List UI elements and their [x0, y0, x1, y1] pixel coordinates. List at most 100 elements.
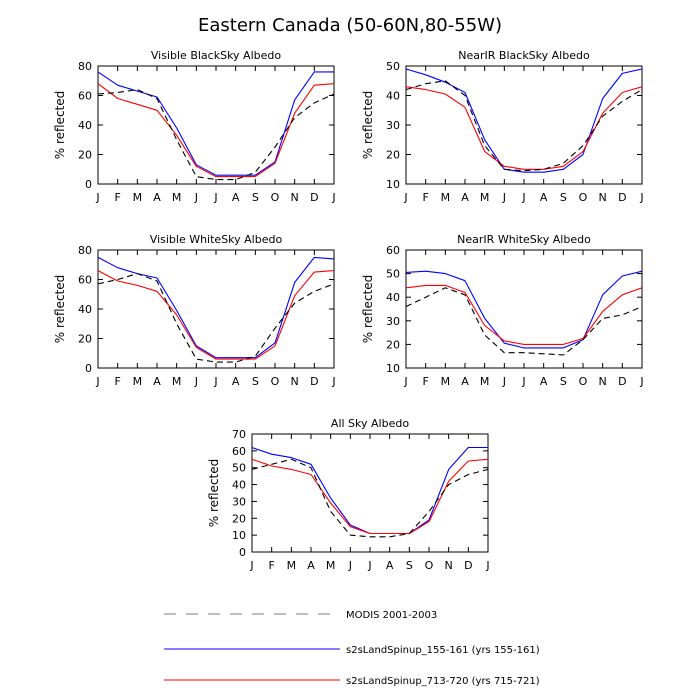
- y-tick-label: 30: [232, 495, 246, 508]
- y-tick-label: 60: [386, 244, 400, 257]
- x-tick-label: N: [599, 375, 607, 388]
- y-tick-label: 40: [386, 90, 400, 103]
- series-line-run2: [97, 83, 335, 178]
- series-line-run1: [97, 256, 335, 359]
- y-axis-label: % reflected: [361, 91, 375, 160]
- y-tick-label: 30: [386, 315, 400, 328]
- x-tick-label: F: [115, 375, 121, 388]
- series-line-modis: [251, 458, 489, 538]
- x-tick-label: M: [172, 191, 182, 204]
- x-tick-label: A: [461, 375, 469, 388]
- series-line-modis: [97, 273, 335, 363]
- legend-label: s2sLandSpinup_155-161 (yrs 155-161): [346, 645, 540, 656]
- x-tick-label: D: [310, 375, 318, 388]
- x-tick-label: S: [252, 191, 259, 204]
- x-tick-label: N: [291, 191, 299, 204]
- y-tick-label: 0: [85, 362, 92, 375]
- x-tick-label: J: [485, 559, 489, 572]
- x-tick-label: S: [406, 559, 413, 572]
- series-line-run2: [405, 284, 643, 345]
- chart-title: Visible WhiteSky Albedo: [150, 233, 283, 246]
- chart-title: NearIR BlackSky Albedo: [458, 49, 590, 62]
- y-tick-label: 10: [386, 362, 400, 375]
- x-tick-label: F: [423, 375, 429, 388]
- y-tick-label: 10: [386, 178, 400, 191]
- series-line-run1: [251, 446, 488, 535]
- chart-title: NearIR WhiteSky Albedo: [457, 233, 591, 246]
- x-tick-label: N: [445, 559, 453, 572]
- y-tick-label: 30: [386, 119, 400, 132]
- x-tick-label: J: [249, 559, 253, 572]
- y-axis-label: % reflected: [53, 275, 67, 344]
- x-tick-label: S: [560, 191, 567, 204]
- y-tick-label: 10: [232, 529, 246, 542]
- x-tick-label: J: [367, 559, 371, 572]
- y-tick-label: 20: [386, 338, 400, 351]
- x-tick-label: M: [287, 559, 297, 572]
- x-tick-label: M: [441, 375, 451, 388]
- y-tick-label: 40: [78, 119, 92, 132]
- y-axis-label: % reflected: [207, 459, 221, 528]
- y-tick-label: 40: [232, 479, 246, 492]
- y-tick-label: 80: [78, 244, 92, 257]
- legend: MODIS 2001-2003 s2sLandSpinup_155-161 (yr…: [164, 610, 540, 687]
- chart-title: Visible BlackSky Albedo: [151, 49, 281, 62]
- x-tick-label: M: [172, 375, 182, 388]
- x-tick-label: A: [386, 559, 394, 572]
- x-tick-label: F: [269, 559, 275, 572]
- x-tick-label: J: [95, 191, 99, 204]
- x-tick-label: J: [521, 375, 525, 388]
- plot-frame: [405, 249, 643, 369]
- x-tick-label: J: [213, 375, 217, 388]
- y-tick-label: 20: [78, 333, 92, 346]
- y-tick-label: 60: [78, 274, 92, 287]
- legend-label: s2sLandSpinup_713-720 (yrs 715-721): [346, 676, 540, 687]
- series-line-modis: [405, 287, 643, 356]
- series-line-run2: [251, 458, 489, 535]
- y-axis-label: % reflected: [53, 91, 67, 160]
- y-tick-label: 60: [78, 90, 92, 103]
- y-tick-label: 40: [386, 291, 400, 304]
- x-tick-label: D: [618, 375, 626, 388]
- x-tick-label: J: [639, 375, 643, 388]
- plot-frame: [405, 65, 643, 185]
- x-tick-label: A: [153, 375, 161, 388]
- x-tick-label: A: [461, 191, 469, 204]
- x-tick-label: J: [403, 191, 407, 204]
- x-tick-label: O: [579, 375, 588, 388]
- series-line-run2: [97, 270, 335, 360]
- legend-item-modis: MODIS 2001-2003: [164, 610, 437, 621]
- y-tick-label: 0: [239, 546, 246, 559]
- y-tick-label: 0: [85, 178, 92, 191]
- x-tick-label: O: [579, 191, 588, 204]
- x-tick-label: M: [133, 375, 143, 388]
- x-tick-label: N: [291, 375, 299, 388]
- x-tick-label: S: [560, 375, 567, 388]
- x-tick-label: A: [307, 559, 315, 572]
- x-tick-label: F: [423, 191, 429, 204]
- x-tick-label: A: [232, 375, 240, 388]
- x-tick-label: A: [540, 375, 548, 388]
- x-tick-label: J: [213, 191, 217, 204]
- x-tick-label: J: [521, 191, 525, 204]
- x-tick-label: D: [310, 191, 318, 204]
- x-tick-label: M: [326, 559, 336, 572]
- x-tick-label: F: [115, 191, 121, 204]
- x-tick-label: J: [348, 559, 352, 572]
- main-title: Eastern Canada (50-60N,80-55W): [198, 15, 502, 36]
- series-line-run1: [405, 68, 643, 173]
- x-tick-label: D: [618, 191, 626, 204]
- x-tick-label: J: [403, 375, 407, 388]
- x-tick-label: A: [232, 191, 240, 204]
- x-tick-label: M: [441, 191, 451, 204]
- x-tick-label: J: [502, 191, 506, 204]
- x-tick-label: O: [425, 559, 434, 572]
- series-line-run2: [405, 86, 643, 170]
- y-tick-label: 80: [78, 60, 92, 73]
